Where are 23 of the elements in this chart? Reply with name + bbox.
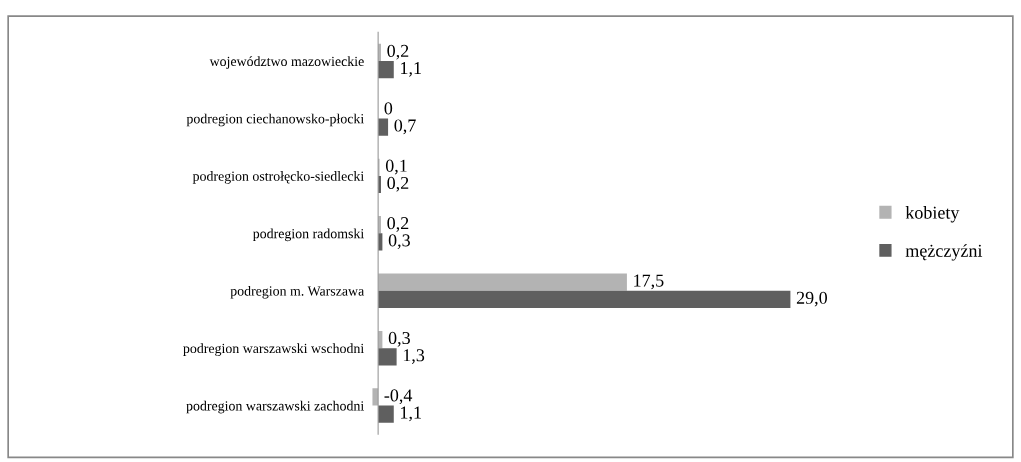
y-tick-label: podregion warszawski zachodni (186, 400, 364, 414)
data-label: 0 (384, 102, 393, 115)
data-label: 0,2 (387, 176, 409, 192)
y-tick-label: podregion m. Warszawa (230, 285, 365, 299)
data-label: 17,5 (634, 274, 664, 290)
data-label: 0,7 (394, 119, 416, 135)
data-label: 1,1 (401, 406, 421, 422)
y-tick-label: podregion ostrołęcko-siedlecki (192, 171, 364, 184)
data-label: 0,2 (387, 217, 409, 232)
y-tick-label: województwo mazowieckie (209, 56, 364, 69)
data-label: 0,2 (387, 44, 409, 60)
data-label: 29,0 (796, 291, 827, 307)
data-label: 0,3 (388, 234, 410, 250)
y-tick-label: podregion radomski (252, 228, 364, 242)
data-label: -0,4 (384, 389, 413, 405)
y-tick-label: podregion ciechanowsko-płocki (186, 113, 364, 127)
legend-label: kobiety (905, 206, 960, 223)
data-label: 1,1 (401, 62, 421, 77)
legend-label: mężczyźni (905, 244, 983, 261)
y-tick-label: podregion warszawski wschodni (183, 343, 364, 356)
data-label: 0,1 (385, 159, 407, 175)
data-label: 0,3 (388, 331, 410, 347)
data-label: 1,3 (403, 349, 425, 364)
